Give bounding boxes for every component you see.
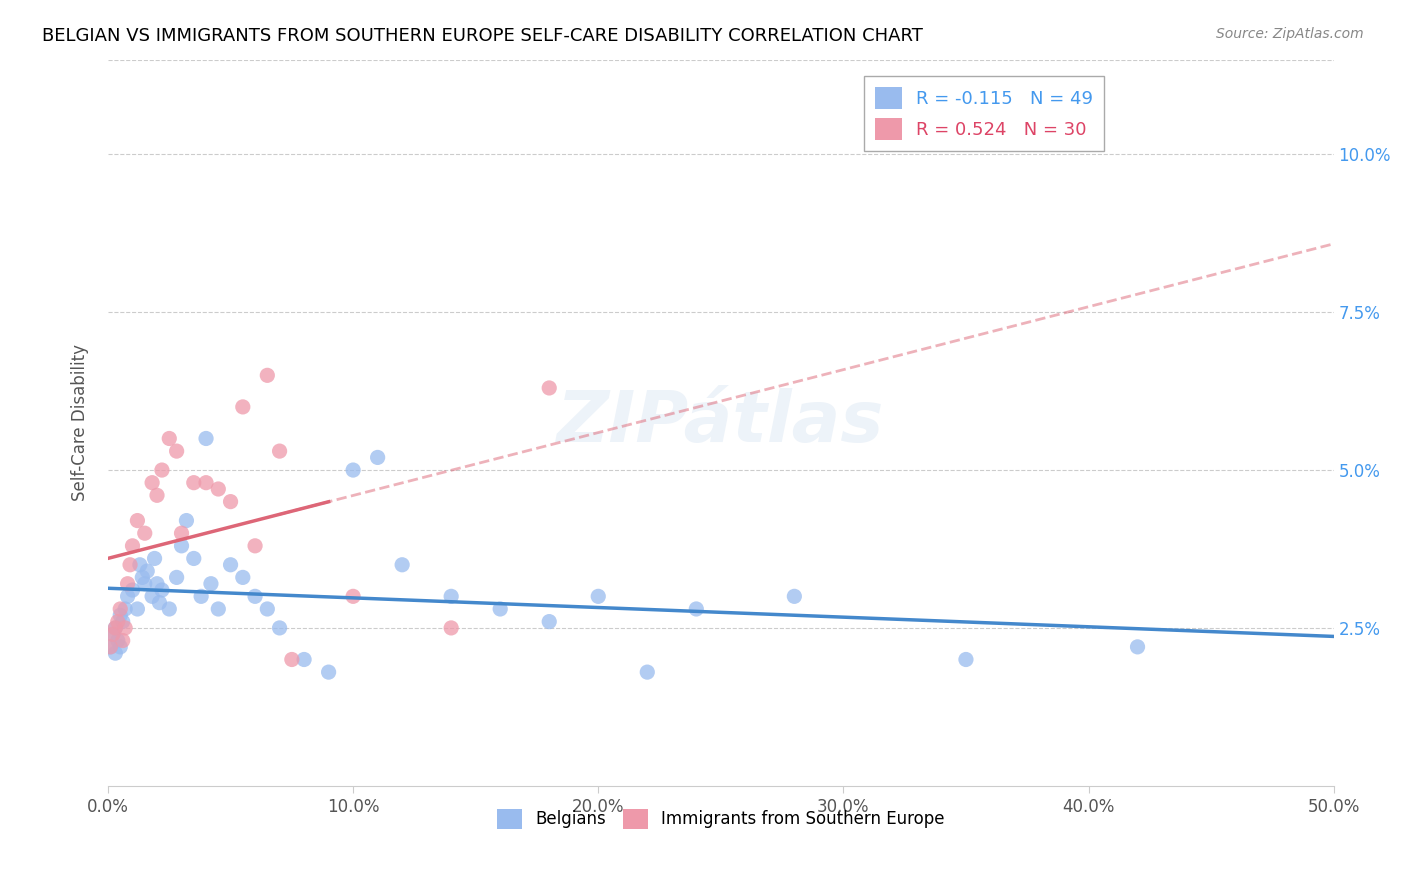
Point	[141, 475, 163, 490]
Point	[134, 526, 156, 541]
Point	[117, 590, 139, 604]
Point	[342, 463, 364, 477]
Point	[170, 539, 193, 553]
Legend: Belgians, Immigrants from Southern Europe: Belgians, Immigrants from Southern Europ…	[491, 802, 952, 836]
Point	[127, 602, 149, 616]
Point	[183, 475, 205, 490]
Point	[200, 576, 222, 591]
Point	[955, 652, 977, 666]
Point	[146, 576, 169, 591]
Point	[101, 627, 124, 641]
Point	[586, 590, 609, 604]
Point	[219, 494, 242, 508]
Point	[101, 627, 124, 641]
Point	[292, 652, 315, 666]
Point	[538, 615, 561, 629]
Point	[110, 608, 132, 623]
Point	[183, 551, 205, 566]
Point	[256, 602, 278, 616]
Point	[391, 558, 413, 572]
Point	[117, 576, 139, 591]
Point	[367, 450, 389, 465]
Text: Source: ZipAtlas.com: Source: ZipAtlas.com	[1216, 27, 1364, 41]
Point	[685, 602, 707, 616]
Point	[195, 432, 218, 446]
Point	[134, 576, 156, 591]
Point	[219, 558, 242, 572]
Text: BELGIAN VS IMMIGRANTS FROM SOUTHERN EUROPE SELF-CARE DISABILITY CORRELATION CHAR: BELGIAN VS IMMIGRANTS FROM SOUTHERN EURO…	[42, 27, 924, 45]
Point	[104, 646, 127, 660]
Point	[636, 665, 658, 680]
Point	[243, 590, 266, 604]
Point	[114, 602, 136, 616]
Point	[150, 582, 173, 597]
Point	[107, 615, 129, 629]
Point	[157, 602, 180, 616]
Point	[166, 444, 188, 458]
Point	[195, 475, 218, 490]
Point	[110, 640, 132, 654]
Point	[114, 621, 136, 635]
Point	[170, 526, 193, 541]
Y-axis label: Self-Care Disability: Self-Care Disability	[72, 344, 89, 501]
Point	[104, 621, 127, 635]
Point	[118, 558, 141, 572]
Point	[136, 564, 159, 578]
Point	[121, 539, 143, 553]
Point	[538, 381, 561, 395]
Point	[256, 368, 278, 383]
Point	[150, 463, 173, 477]
Point	[127, 514, 149, 528]
Point	[104, 621, 127, 635]
Point	[176, 514, 198, 528]
Point	[232, 400, 254, 414]
Point	[342, 590, 364, 604]
Text: ZIPátlas: ZIPátlas	[557, 388, 884, 458]
Point	[107, 633, 129, 648]
Point	[100, 640, 122, 654]
Point	[131, 570, 153, 584]
Point	[148, 596, 170, 610]
Point	[232, 570, 254, 584]
Point	[111, 633, 134, 648]
Point	[783, 590, 806, 604]
Point	[440, 590, 463, 604]
Point	[166, 570, 188, 584]
Point	[318, 665, 340, 680]
Point	[128, 558, 150, 572]
Point	[269, 621, 291, 635]
Point	[1126, 640, 1149, 654]
Point	[190, 590, 212, 604]
Point	[146, 488, 169, 502]
Point	[207, 482, 229, 496]
Point	[100, 640, 122, 654]
Point	[110, 602, 132, 616]
Point	[281, 652, 304, 666]
Point	[440, 621, 463, 635]
Point	[243, 539, 266, 553]
Point	[157, 432, 180, 446]
Point	[121, 582, 143, 597]
Point	[207, 602, 229, 616]
Point	[143, 551, 166, 566]
Point	[489, 602, 512, 616]
Point	[269, 444, 291, 458]
Point	[141, 590, 163, 604]
Point	[111, 615, 134, 629]
